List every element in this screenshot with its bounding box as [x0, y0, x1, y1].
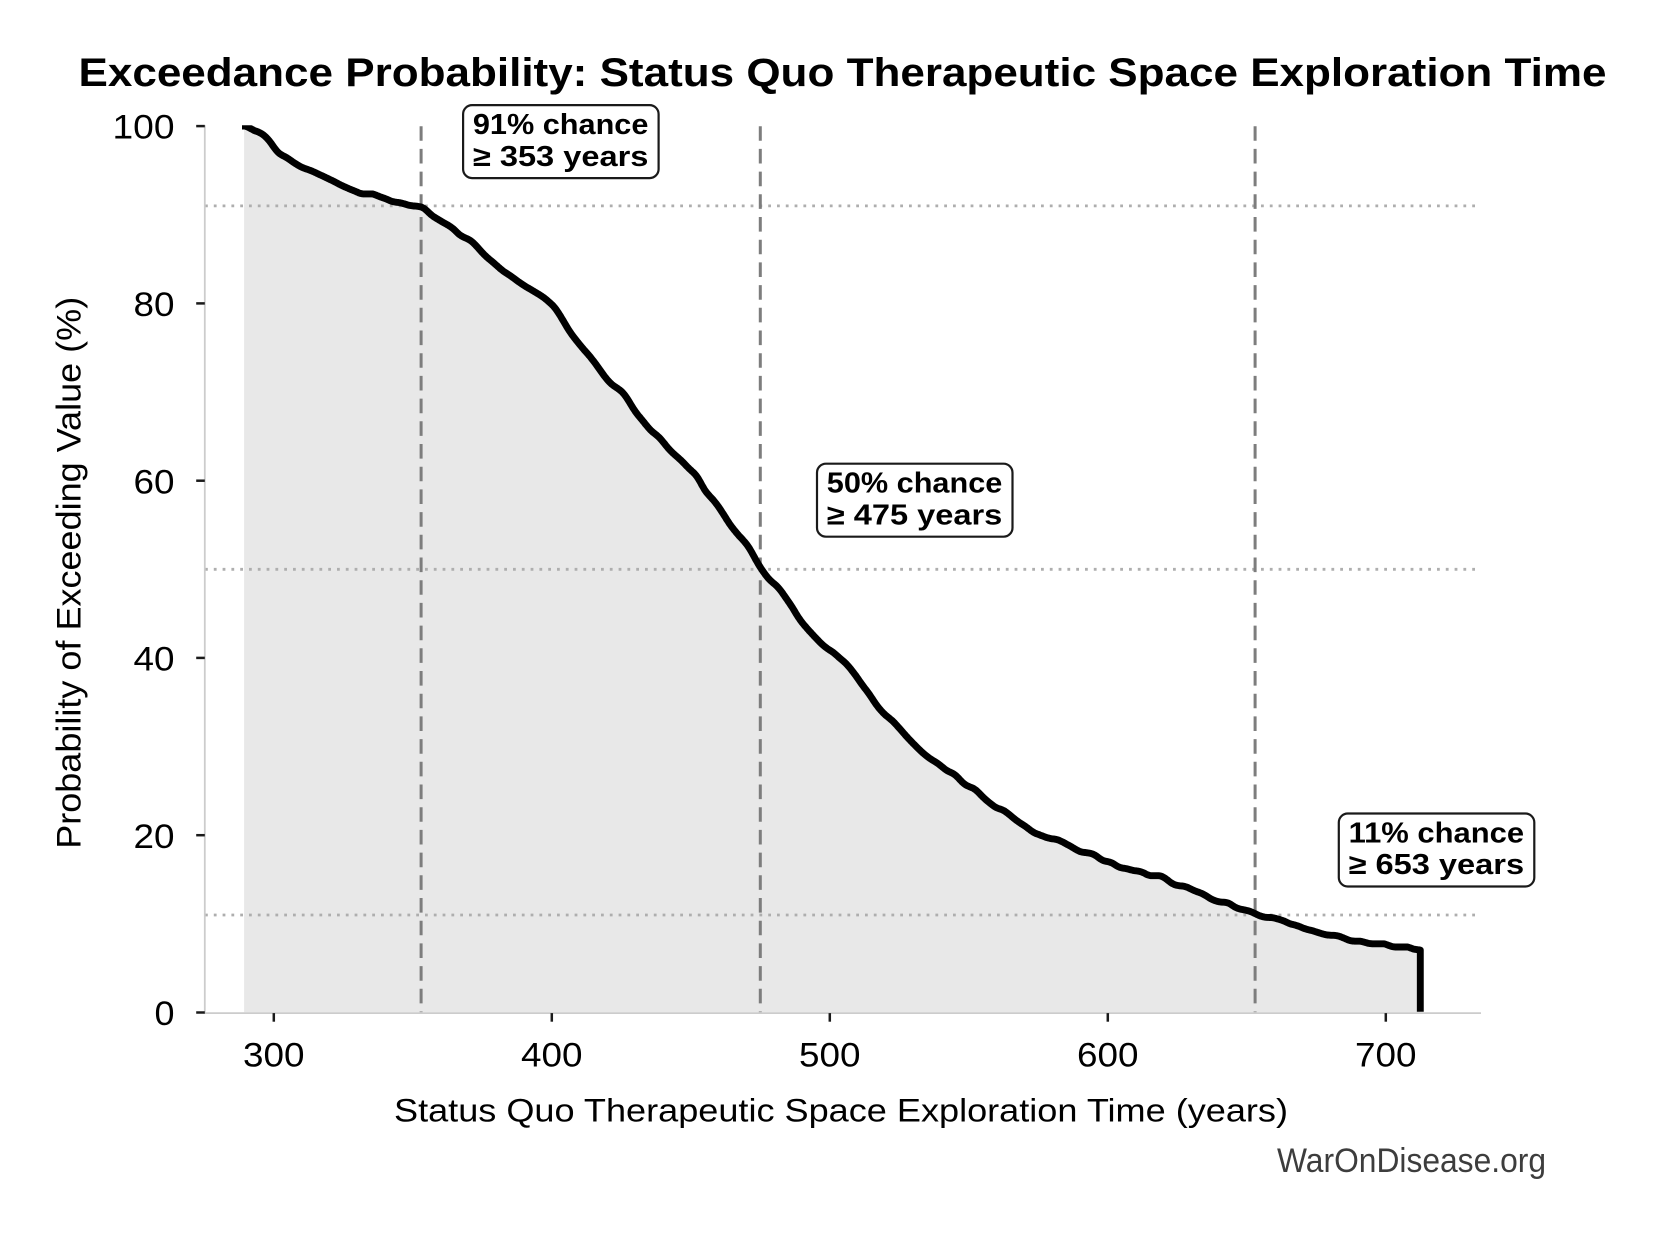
- svg-text:Status Quo Therapeutic Space E: Status Quo Therapeutic Space Exploration…: [394, 1091, 1288, 1128]
- svg-text:WarOnDisease.org: WarOnDisease.org: [1277, 1142, 1546, 1180]
- svg-text:≥ 653 years: ≥ 653 years: [1349, 849, 1525, 881]
- svg-text:40: 40: [134, 641, 175, 679]
- svg-text:600: 600: [1077, 1037, 1139, 1075]
- svg-text:91% chance: 91% chance: [473, 109, 648, 141]
- svg-text:≥ 353 years: ≥ 353 years: [473, 141, 649, 173]
- svg-text:700: 700: [1355, 1037, 1417, 1075]
- svg-text:Probability of Exceeding Value: Probability of Exceeding Value (%): [51, 297, 89, 849]
- svg-text:0: 0: [155, 995, 175, 1033]
- svg-text:400: 400: [521, 1037, 583, 1075]
- svg-text:500: 500: [799, 1037, 861, 1075]
- svg-text:Exceedance Probability: Status: Exceedance Probability: Status Quo Thera…: [79, 51, 1607, 95]
- svg-text:60: 60: [134, 463, 175, 501]
- svg-text:≥ 475 years: ≥ 475 years: [827, 499, 1003, 531]
- svg-text:300: 300: [243, 1037, 305, 1075]
- svg-text:80: 80: [134, 286, 175, 324]
- svg-text:100: 100: [113, 109, 175, 147]
- svg-text:20: 20: [134, 818, 175, 856]
- svg-text:50% chance: 50% chance: [827, 468, 1003, 500]
- svg-text:11% chance: 11% chance: [1349, 817, 1525, 849]
